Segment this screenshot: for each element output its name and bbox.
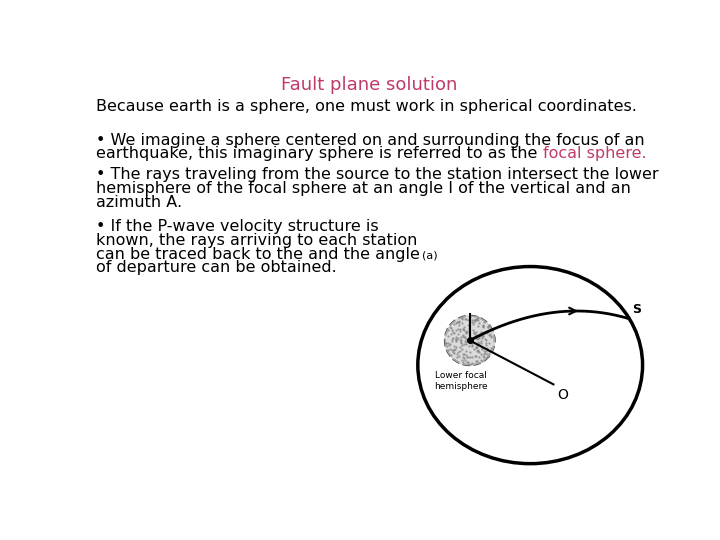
Text: hemisphere of the focal sphere at an angle I of the vertical and an: hemisphere of the focal sphere at an ang… xyxy=(96,181,631,196)
Text: • The rays traveling from the source to the station intersect the lower: • The rays traveling from the source to … xyxy=(96,167,659,182)
Text: (a): (a) xyxy=(422,251,437,260)
Text: of departure can be obtained.: of departure can be obtained. xyxy=(96,260,337,275)
Text: Fault plane solution: Fault plane solution xyxy=(281,76,457,93)
Text: earthquake, this imaginary sphere is referred to as the: earthquake, this imaginary sphere is ref… xyxy=(96,146,543,161)
Text: Lower focal
hemisphere: Lower focal hemisphere xyxy=(433,372,487,390)
Text: known, the rays arriving to each station: known, the rays arriving to each station xyxy=(96,233,418,248)
Polygon shape xyxy=(445,316,495,365)
Text: O: O xyxy=(557,388,568,402)
Text: • We imagine a sphere centered on and surrounding the focus of an: • We imagine a sphere centered on and su… xyxy=(96,132,645,147)
Text: azimuth A.: azimuth A. xyxy=(96,195,182,210)
Text: • If the P-wave velocity structure is: • If the P-wave velocity structure is xyxy=(96,219,379,234)
Text: can be traced back to the and the angle: can be traced back to the and the angle xyxy=(96,247,420,261)
Text: Because earth is a sphere, one must work in spherical coordinates.: Because earth is a sphere, one must work… xyxy=(96,99,637,114)
Text: focal sphere.: focal sphere. xyxy=(543,146,647,161)
Text: S: S xyxy=(633,303,642,316)
